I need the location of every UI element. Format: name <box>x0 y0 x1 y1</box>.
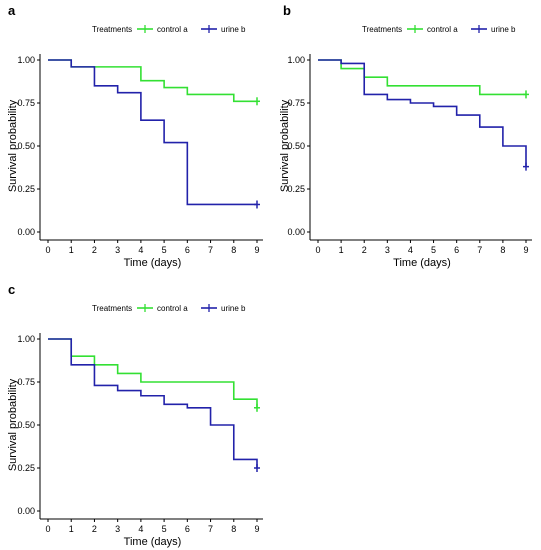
y-tick-label: 0.25 <box>287 184 305 194</box>
y-tick-label: 0.50 <box>17 420 35 430</box>
y-tick-label: 0.00 <box>17 227 35 237</box>
legend-entry: control a <box>157 25 188 34</box>
x-tick-label: 9 <box>254 245 259 255</box>
x-axis-title: Time (days) <box>124 536 182 548</box>
x-axis-title: Time (days) <box>124 257 182 269</box>
x-tick-label: 1 <box>69 524 74 534</box>
y-tick-label: 0.75 <box>17 377 35 387</box>
x-tick-label: 9 <box>523 245 528 255</box>
x-tick-label: 5 <box>162 524 167 534</box>
y-axis-title: Survival probability <box>7 99 19 192</box>
legend-entry: urine b <box>221 304 246 313</box>
legend-entry: control a <box>157 304 188 313</box>
x-tick-label: 4 <box>408 245 413 255</box>
x-tick-label: 4 <box>138 245 143 255</box>
x-tick-label: 0 <box>315 245 320 255</box>
x-tick-label: 2 <box>362 245 367 255</box>
y-tick-label: 0.75 <box>287 98 305 108</box>
x-tick-label: 5 <box>162 245 167 255</box>
chart-panel-a: a Treatments control a urine b 0.00 0.25 0.50 0… <box>7 3 263 269</box>
x-tick-label: 4 <box>138 524 143 534</box>
x-tick-label: 3 <box>115 245 120 255</box>
panel-label: a <box>8 3 16 18</box>
legend-title: Treatments <box>92 25 132 34</box>
panel-label: b <box>283 3 291 18</box>
y-tick-label: 0.00 <box>17 506 35 516</box>
y-tick-label: 1.00 <box>17 55 35 65</box>
x-tick-label: 8 <box>231 245 236 255</box>
chart-panel-c: c Treatments control a urine b 0.00 0.25 0.50 0… <box>7 282 263 548</box>
survival-curve-urine <box>48 59 257 206</box>
y-axis-title: Survival probability <box>7 378 19 471</box>
x-tick-label: 8 <box>231 524 236 534</box>
legend-title: Treatments <box>362 25 402 34</box>
y-tick-label: 1.00 <box>17 334 35 344</box>
chart-panel-b: b Treatments control a urine b 0.00 0.25 0.50 0… <box>279 3 532 269</box>
x-tick-label: 0 <box>45 245 50 255</box>
x-tick-label: 7 <box>208 245 213 255</box>
x-tick-label: 3 <box>385 245 390 255</box>
x-tick-label: 2 <box>92 524 97 534</box>
y-tick-label: 0.50 <box>17 141 35 151</box>
x-tick-label: 6 <box>185 524 190 534</box>
x-tick-label: 8 <box>500 245 505 255</box>
x-axis-title: Time (days) <box>393 257 451 269</box>
legend-title: Treatments <box>92 304 132 313</box>
y-tick-label: 0.25 <box>17 184 35 194</box>
x-tick-label: 6 <box>454 245 459 255</box>
x-tick-label: 2 <box>92 245 97 255</box>
survival-curve-control <box>48 338 258 408</box>
survival-curve-urine <box>48 338 258 468</box>
legend-entry: control a <box>427 25 458 34</box>
x-tick-label: 7 <box>477 245 482 255</box>
y-tick-label: 0.00 <box>287 227 305 237</box>
x-tick-label: 5 <box>431 245 436 255</box>
x-tick-label: 9 <box>254 524 259 534</box>
y-tick-label: 0.25 <box>17 463 35 473</box>
y-tick-label: 0.75 <box>17 98 35 108</box>
survival-curve-control <box>318 59 526 96</box>
legend-entry: urine b <box>491 25 516 34</box>
survival-curve-urine <box>318 59 527 167</box>
x-tick-label: 0 <box>45 524 50 534</box>
legend-entry: urine b <box>221 25 246 34</box>
x-tick-label: 1 <box>339 245 344 255</box>
x-tick-label: 7 <box>208 524 213 534</box>
x-tick-label: 1 <box>69 245 74 255</box>
x-tick-label: 3 <box>115 524 120 534</box>
panel-label: c <box>8 282 15 297</box>
x-tick-label: 6 <box>185 245 190 255</box>
y-tick-label: 1.00 <box>287 55 305 65</box>
y-tick-label: 0.50 <box>287 141 305 151</box>
y-axis-title: Survival probability <box>279 99 291 192</box>
